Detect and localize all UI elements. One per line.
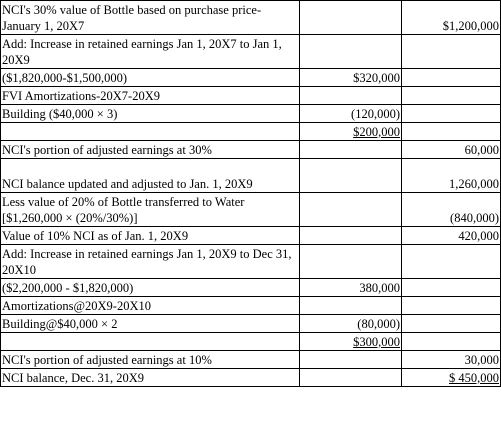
subtotal-amount <box>299 140 402 159</box>
schedule-row: NCI balance, Dec. 31, 20X9 $ 450,000 <box>0 368 501 387</box>
row-label: Amortizations@20X9-20X10 <box>0 296 300 315</box>
balance-amount: $1,200,000 <box>401 0 501 35</box>
balance-value: 420,000 <box>458 229 499 243</box>
balance-amount <box>401 122 501 141</box>
balance-value: 30,000 <box>464 353 499 367</box>
row-label: NCI's 30% value of Bottle based on purch… <box>0 0 300 35</box>
balance-value: $1,200,000 <box>442 19 499 33</box>
subtotal-amount <box>299 34 402 69</box>
subtotal-amount: $320,000 <box>299 68 402 87</box>
balance-amount: 1,260,000 <box>401 158 501 193</box>
row-label: ($1,820,000-$1,500,000) <box>0 68 300 87</box>
balance-amount: (840,000) <box>401 192 501 227</box>
schedule-row: NCI's portion of adjusted earnings at 30… <box>0 140 501 159</box>
subtotal-amount <box>299 244 402 279</box>
balance-value: (840,000) <box>450 211 499 225</box>
subtotal-value: (80,000) <box>357 317 400 331</box>
balance-amount <box>401 86 501 105</box>
schedule-row: Add: Increase in retained earnings Jan 1… <box>0 244 501 279</box>
subtotal-amount: $200,000 <box>299 122 402 141</box>
balance-amount <box>401 104 501 123</box>
subtotal-amount <box>299 226 402 245</box>
subtotal-value: 380,000 <box>359 281 400 295</box>
schedule-row: Amortizations@20X9-20X10 <box>0 296 501 315</box>
schedule-row: $300,000 <box>0 332 501 351</box>
balance-amount <box>401 68 501 87</box>
balance-amount: 420,000 <box>401 226 501 245</box>
balance-value: 1,260,000 <box>449 177 499 191</box>
balance-amount: 60,000 <box>401 140 501 159</box>
schedule-row: NCI balance updated and adjusted to Jan.… <box>0 158 501 193</box>
row-label: Building ($40,000 × 3) <box>0 104 300 123</box>
schedule-row: Add: Increase in retained earnings Jan 1… <box>0 34 501 69</box>
row-label: Add: Increase in retained earnings Jan 1… <box>0 34 300 69</box>
schedule-row: $200,000 <box>0 122 501 141</box>
subtotal-amount <box>299 192 402 227</box>
balance-amount <box>401 244 501 279</box>
balance-amount: 30,000 <box>401 350 501 369</box>
balance-amount <box>401 332 501 351</box>
subtotal-amount: $300,000 <box>299 332 402 351</box>
subtotal-amount <box>299 86 402 105</box>
row-label: Building@$40,000 × 2 <box>0 314 300 333</box>
balance-amount <box>401 296 501 315</box>
subtotal-value: $200,000 <box>353 125 400 139</box>
row-label: Less value of 20% of Bottle transferred … <box>0 192 300 227</box>
subtotal-value: $300,000 <box>353 335 400 349</box>
schedule-row: NCI's 30% value of Bottle based on purch… <box>0 0 501 35</box>
schedule-row: FVI Amortizations-20X7-20X9 <box>0 86 501 105</box>
row-label: FVI Amortizations-20X7-20X9 <box>0 86 300 105</box>
schedule-row: Building@$40,000 × 2 (80,000) <box>0 314 501 333</box>
subtotal-amount <box>299 0 402 35</box>
row-label: NCI's portion of adjusted earnings at 10… <box>0 350 300 369</box>
schedule-row: Less value of 20% of Bottle transferred … <box>0 192 501 227</box>
row-label: NCI balance, Dec. 31, 20X9 <box>0 368 300 387</box>
balance-amount: $ 450,000 <box>401 368 501 387</box>
row-label: NCI balance updated and adjusted to Jan.… <box>0 158 300 193</box>
row-label <box>0 122 300 141</box>
subtotal-value: (120,000) <box>351 107 400 121</box>
balance-value: 60,000 <box>464 143 499 157</box>
balance-amount <box>401 278 501 297</box>
schedule-row: ($1,820,000-$1,500,000) $320,000 <box>0 68 501 87</box>
row-label: Value of 10% NCI as of Jan. 1, 20X9 <box>0 226 300 245</box>
subtotal-value: $320,000 <box>353 71 400 85</box>
nci-schedule-table: NCI's 30% value of Bottle based on purch… <box>0 0 501 387</box>
subtotal-amount: 380,000 <box>299 278 402 297</box>
subtotal-amount <box>299 158 402 193</box>
schedule-body: NCI's 30% value of Bottle based on purch… <box>0 0 501 387</box>
schedule-row: ($2,200,000 - $1,820,000) 380,000 <box>0 278 501 297</box>
row-label: ($2,200,000 - $1,820,000) <box>0 278 300 297</box>
balance-amount <box>401 34 501 69</box>
row-label <box>0 332 300 351</box>
balance-amount <box>401 314 501 333</box>
subtotal-amount: (80,000) <box>299 314 402 333</box>
subtotal-amount: (120,000) <box>299 104 402 123</box>
row-label: NCI's portion of adjusted earnings at 30… <box>0 140 300 159</box>
schedule-row: NCI's portion of adjusted earnings at 10… <box>0 350 501 369</box>
balance-value: $ 450,000 <box>449 371 499 385</box>
schedule-row: Building ($40,000 × 3) (120,000) <box>0 104 501 123</box>
schedule-row: Value of 10% NCI as of Jan. 1, 20X9 420,0… <box>0 226 501 245</box>
subtotal-amount <box>299 350 402 369</box>
subtotal-amount <box>299 296 402 315</box>
subtotal-amount <box>299 368 402 387</box>
row-label: Add: Increase in retained earnings Jan 1… <box>0 244 300 279</box>
